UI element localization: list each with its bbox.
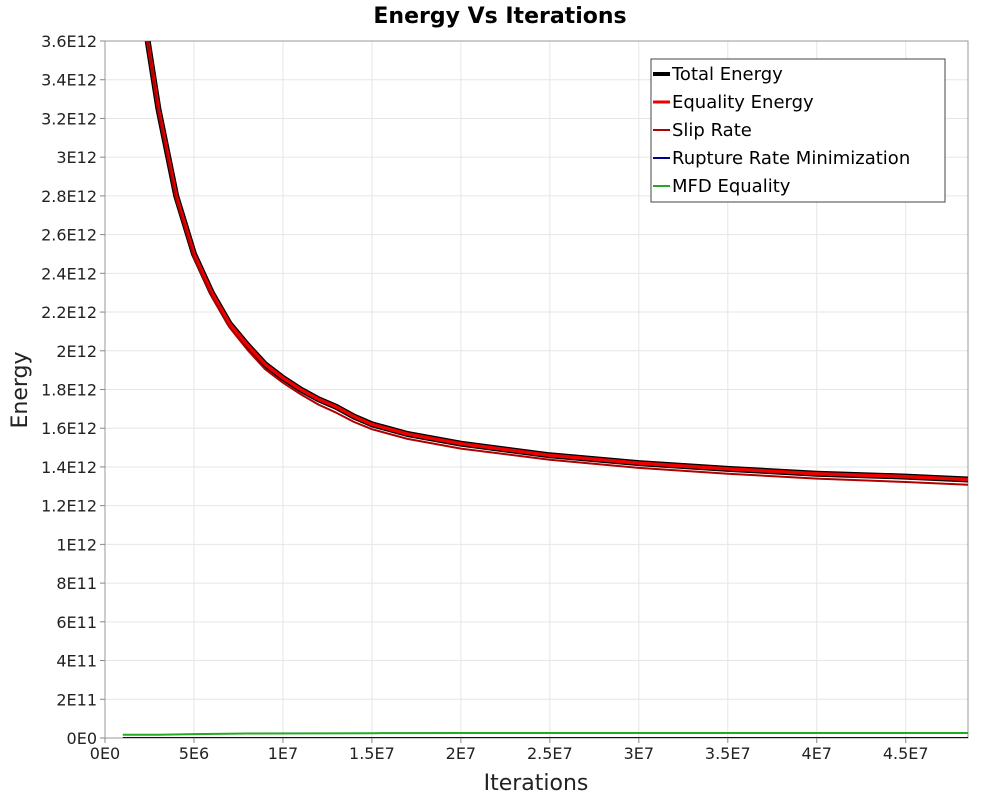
legend-label-equality-energy: Equality Energy [672,92,814,113]
legend-label-mfd-equality: MFD Equality [672,176,791,197]
x-tick-label: 1E7 [268,744,298,763]
x-tick-label: 3.5E7 [705,744,751,763]
y-tick-label: 1E12 [56,535,97,554]
x-axis-label: Iterations [484,771,589,796]
y-tick-label: 3.4E12 [41,71,97,90]
legend-box [650,58,946,203]
y-axis-label: Energy [8,351,33,428]
grid [104,40,968,739]
x-tick-label: 2.5E7 [527,744,573,763]
legend-label-rupture-rate-minimization: Rupture Rate Minimization [672,148,910,169]
y-tick-label: 2E12 [56,342,97,361]
y-tick-label: 0E0 [67,729,97,748]
y-tick-label: 2.2E12 [41,303,97,322]
series-line-slip-rate [146,41,968,486]
chart-title: Energy Vs Iterations [373,4,626,29]
x-tick-label: 1.5E7 [349,744,395,763]
y-tick-label: 3E12 [56,148,97,167]
x-tick-label: 4E7 [802,744,832,763]
x-tick-label: 3E7 [624,744,654,763]
series-lines [122,41,968,738]
y-tick-label: 2E11 [56,690,97,709]
y-tick-label: 8E11 [56,574,97,593]
y-tick-label: 2.4E12 [41,264,97,283]
legend-label-total-energy: Total Energy [671,64,783,85]
series-line-mfd-equality [122,732,968,736]
y-tick-label: 1.8E12 [41,381,97,400]
x-axis: 0E0 5E6 1E7 1.5E7 2E7 2.5E7 3E7 3.5E7 4E7 4.5E7 [90,738,929,763]
y-tick-label: 3.6E12 [41,32,97,51]
x-tick-label: 5E6 [179,744,209,763]
series-line-equality-energy [145,41,968,482]
y-tick-label: 2.8E12 [41,187,97,206]
legend-label-slip-rate: Slip Rate [672,120,752,141]
y-tick-label: 6E11 [56,613,97,632]
y-tick-label: 3.2E12 [41,109,97,128]
legend: Total Energy Equality Energy Slip Rate Rupt… [650,58,946,203]
x-tick-label: 2E7 [446,744,476,763]
x-tick-label: 4.5E7 [883,744,929,763]
y-tick-label: 2.6E12 [41,226,97,245]
y-tick-label: 4E11 [56,652,97,671]
y-tick-label: 1.6E12 [41,419,97,438]
y-axis: 0E0 2E11 4E11 6E11 8E11 1E12 1.2E12 1.4E12 1.6E1… [41,32,105,748]
y-tick-label: 1.2E12 [41,497,97,516]
x-tick-label: 0E0 [90,744,120,763]
y-tick-label: 1.4E12 [41,458,97,477]
